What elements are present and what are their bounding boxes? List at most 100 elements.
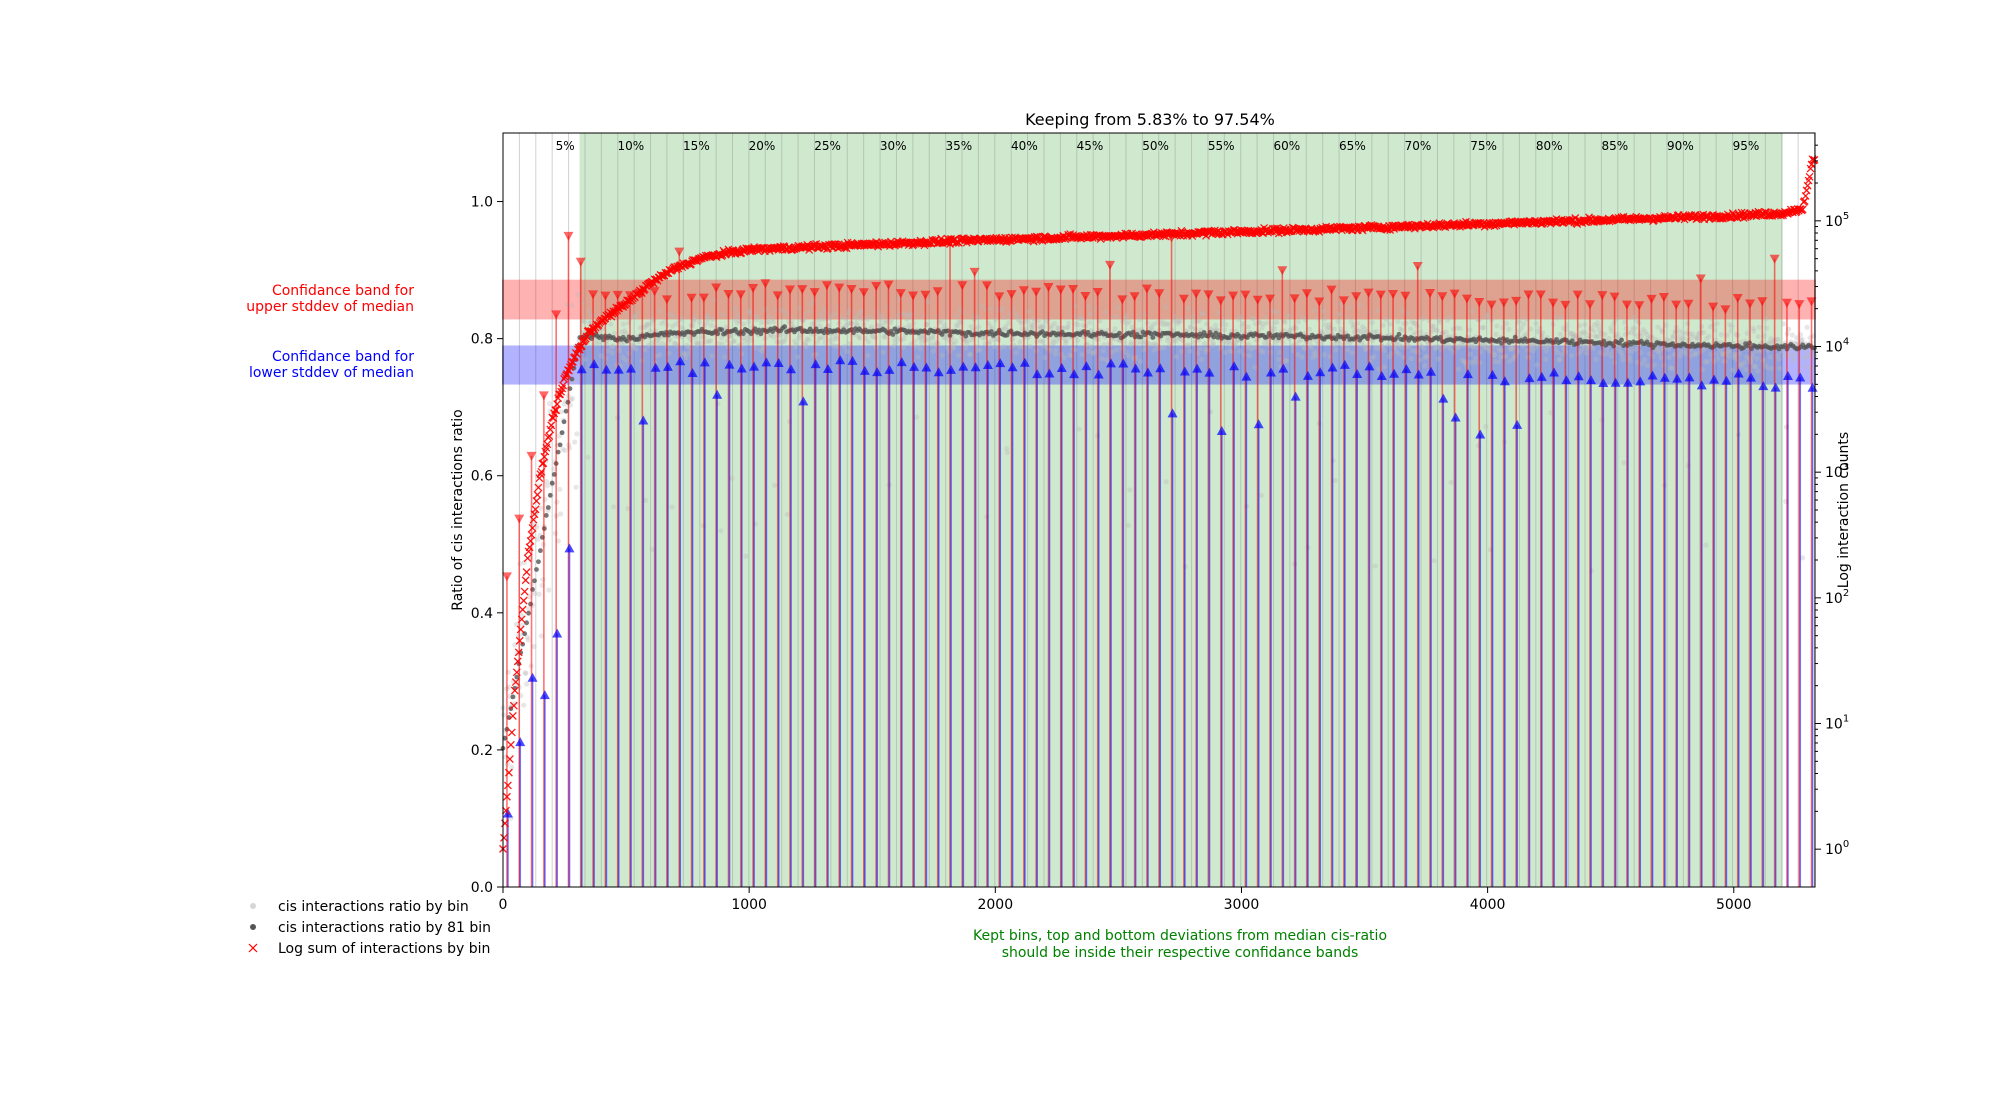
cis-ratio-point bbox=[831, 343, 838, 349]
cis-ratio-point bbox=[806, 337, 812, 343]
cis-ratio-point bbox=[566, 445, 573, 451]
cis-ratio-point bbox=[747, 308, 753, 314]
cis-ratio-point bbox=[1407, 326, 1414, 332]
cis-ratio-point bbox=[1503, 320, 1510, 327]
cis-ratio-point bbox=[1492, 358, 1499, 365]
cis-ratio-point bbox=[1135, 327, 1141, 333]
cis-ratio-point bbox=[1371, 354, 1377, 360]
cis-ratio-point bbox=[1718, 332, 1725, 338]
cis-ratio-point bbox=[1013, 350, 1019, 356]
cis-ratio-point bbox=[657, 308, 663, 314]
cis-ratio-point bbox=[1320, 308, 1327, 314]
cis-ratio-point bbox=[531, 643, 537, 650]
cis-ratio-point bbox=[526, 606, 532, 612]
cis-ratio-point bbox=[1159, 321, 1165, 327]
cis-ratio-point bbox=[1029, 324, 1035, 331]
cis-ratio-point bbox=[808, 301, 814, 307]
cis-ratio-point bbox=[1283, 357, 1290, 364]
cis-ratio-point bbox=[1223, 321, 1229, 328]
cis-ratio-point bbox=[1399, 327, 1405, 333]
cis-ratio-point bbox=[1775, 336, 1781, 343]
cis-ratio-point bbox=[1252, 320, 1259, 327]
cis-ratio-point bbox=[631, 343, 637, 349]
cis-ratio-point bbox=[1372, 563, 1378, 569]
cis-ratio-point bbox=[1075, 322, 1081, 328]
cis-ratio-point bbox=[1296, 338, 1302, 344]
cis-ratio-point bbox=[868, 324, 875, 330]
cis-ratio-point bbox=[1221, 339, 1227, 345]
cis-ratio-point bbox=[1054, 338, 1060, 344]
cis-ratio-point bbox=[1112, 326, 1118, 332]
cis-ratio-point bbox=[1582, 330, 1589, 336]
cis-ratio-point bbox=[683, 354, 689, 361]
cis-ratio-point bbox=[632, 313, 638, 319]
cis-ratio-point bbox=[1620, 357, 1626, 363]
cis-ratio-point bbox=[1715, 355, 1721, 362]
cis-ratio-point bbox=[1120, 339, 1126, 346]
cis-ratio-point bbox=[1321, 352, 1327, 358]
cis-ratio-point bbox=[651, 317, 657, 323]
cis-ratio-point bbox=[925, 299, 931, 305]
cis-ratio-point bbox=[908, 312, 914, 318]
cis-ratio-point bbox=[817, 323, 823, 329]
cis-ratio-point bbox=[645, 342, 652, 348]
cis-ratio-point bbox=[1424, 353, 1430, 359]
cis-ratio-point bbox=[560, 446, 566, 452]
cis-ratio-point bbox=[919, 333, 926, 339]
cis-ratio-point bbox=[1804, 324, 1810, 330]
cis-ratio-point bbox=[843, 316, 849, 322]
cis-ratio-point bbox=[792, 344, 799, 350]
percent-label: 75% bbox=[1470, 139, 1497, 153]
cis-ratio-point bbox=[593, 341, 599, 347]
cis-ratio-point bbox=[1591, 328, 1597, 334]
cis-ratio-point bbox=[1186, 342, 1192, 348]
cis-ratio-point bbox=[1063, 341, 1069, 347]
cis-ratio-point bbox=[1441, 343, 1448, 349]
cis-ratio-point bbox=[1706, 333, 1712, 339]
cis-ratio-point bbox=[1213, 326, 1219, 333]
cis-ratio-point bbox=[865, 352, 871, 359]
cis-ratio-point bbox=[929, 335, 935, 341]
cis-ratio-point bbox=[1334, 340, 1341, 346]
cis-ratio-point bbox=[1269, 328, 1276, 334]
cis-ratio-point bbox=[1300, 314, 1306, 320]
cis-ratio-point bbox=[1048, 325, 1054, 331]
cis-ratio-point bbox=[1200, 311, 1206, 317]
cis-ratio-point bbox=[1681, 336, 1687, 342]
cis-ratio-point bbox=[1306, 326, 1312, 332]
cis-ratio-point bbox=[1434, 327, 1440, 334]
cis-ratio-point bbox=[1789, 332, 1795, 338]
cis-ratio-point bbox=[1161, 345, 1167, 351]
cis-ratio-point bbox=[1227, 341, 1233, 347]
percent-label: 55% bbox=[1208, 139, 1235, 153]
cis-ratio-point bbox=[699, 340, 705, 346]
cis-ratio-point bbox=[718, 528, 724, 534]
cis-ratio-point bbox=[1148, 324, 1154, 330]
cis-ratio-point bbox=[1713, 351, 1719, 357]
cis-ratio-point bbox=[1213, 322, 1219, 328]
cis-ratio-point bbox=[1136, 316, 1143, 323]
cis-ratio-point bbox=[1046, 315, 1053, 321]
cis-ratio-point bbox=[944, 345, 951, 351]
cis-ratio-point bbox=[1101, 342, 1107, 348]
cis-ratio-point bbox=[1163, 479, 1169, 485]
cis-ratio-point bbox=[1063, 338, 1070, 344]
cis-ratio-point bbox=[1251, 315, 1257, 321]
cis-ratio-point bbox=[1421, 345, 1427, 351]
cis-ratio-point bbox=[1184, 342, 1190, 348]
cis-ratio-point bbox=[538, 505, 544, 511]
cis-ratio-point bbox=[1520, 321, 1527, 327]
cis-ratio-point bbox=[980, 335, 986, 341]
cis-ratio-point bbox=[1467, 351, 1473, 357]
cis-ratio-point bbox=[656, 352, 663, 358]
cis-ratio-point bbox=[1065, 324, 1071, 330]
cis-ratio-point bbox=[668, 312, 674, 318]
cis-ratio-point bbox=[1651, 362, 1657, 368]
percent-label: 60% bbox=[1273, 139, 1300, 153]
cis-ratio-point bbox=[1792, 351, 1798, 357]
cis-ratio-point bbox=[686, 350, 692, 356]
cis-ratio-point bbox=[803, 344, 810, 350]
cis-ratio-point bbox=[1224, 339, 1230, 346]
cis-ratio-point bbox=[909, 311, 915, 317]
